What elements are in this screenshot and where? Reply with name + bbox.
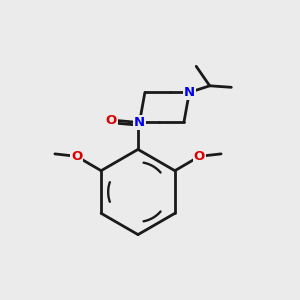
Text: O: O	[71, 150, 82, 163]
Text: O: O	[105, 113, 117, 127]
Text: N: N	[184, 86, 195, 99]
Text: O: O	[194, 150, 205, 163]
Text: N: N	[134, 116, 145, 129]
